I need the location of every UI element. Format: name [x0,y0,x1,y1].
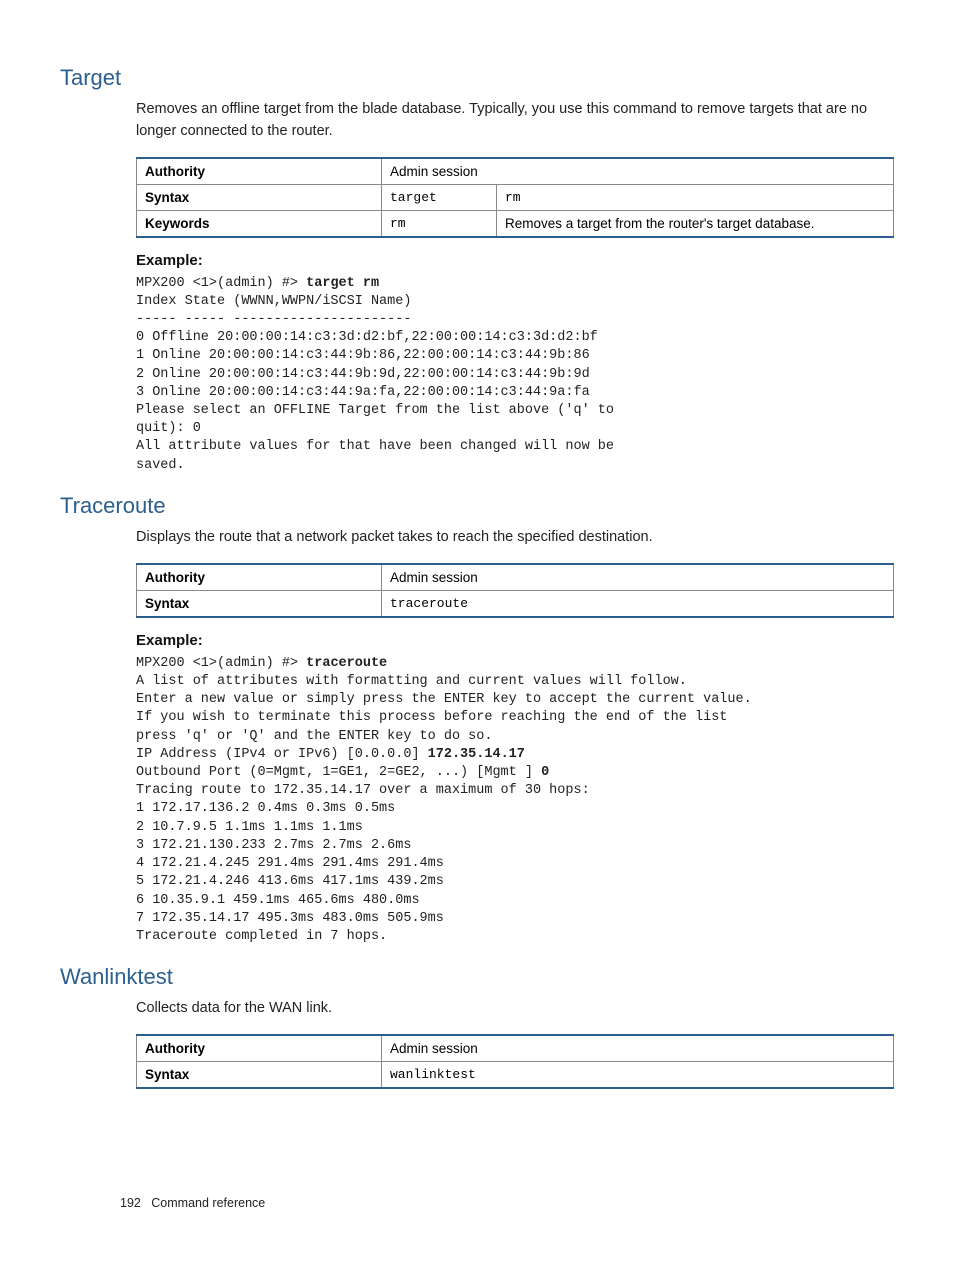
table-label-keywords: Keywords [137,210,382,237]
table-value-authority: Admin session [382,1035,894,1062]
command-table-wanlinktest: Authority Admin session Syntax wanlinkte… [136,1034,894,1089]
example-heading-traceroute: Example: [136,632,894,649]
table-label-syntax: Syntax [137,1061,382,1088]
section-description-wanlinktest: Collects data for the WAN link. [136,998,894,1020]
page-number: 192 [120,1196,141,1210]
example-command: target rm [306,276,379,291]
example-command: traceroute [306,656,387,671]
example-input-port: 0 [541,765,549,780]
page-footer: 192 Command reference [120,1196,265,1210]
section-description-target: Removes an offline target from the blade… [136,99,894,143]
example-prompt: MPX200 <1>(admin) #> [136,656,306,671]
table-value-syntax-cmd: wanlinktest [382,1061,894,1088]
table-label-authority: Authority [137,564,382,591]
table-value-syntax-cmd: traceroute [382,590,894,617]
table-value-keywords-desc: Removes a target from the router's targe… [497,210,894,237]
table-label-syntax: Syntax [137,590,382,617]
section-heading-wanlinktest: Wanlinktest [60,964,894,990]
table-value-authority: Admin session [382,564,894,591]
table-value-syntax-sub: rm [497,184,894,210]
example-block-traceroute: MPX200 <1>(admin) #> traceroute A list o… [136,655,894,947]
table-value-syntax-cmd: target [382,184,497,210]
example-heading-target: Example: [136,252,894,269]
command-table-traceroute: Authority Admin session Syntax tracerout… [136,563,894,618]
footer-section-name: Command reference [151,1196,265,1210]
section-heading-target: Target [60,65,894,91]
table-label-authority: Authority [137,158,382,185]
section-heading-traceroute: Traceroute [60,493,894,519]
table-label-authority: Authority [137,1035,382,1062]
example-output-part3: Tracing route to 172.35.14.17 over a max… [136,783,590,944]
section-description-traceroute: Displays the route that a network packet… [136,527,894,549]
table-value-authority: Admin session [382,158,894,185]
command-table-target: Authority Admin session Syntax target rm… [136,157,894,238]
example-prompt: MPX200 <1>(admin) #> [136,276,306,291]
table-value-keywords-kw: rm [382,210,497,237]
example-output-part2: Outbound Port (0=Mgmt, 1=GE1, 2=GE2, ...… [136,765,541,780]
table-label-syntax: Syntax [137,184,382,210]
example-output: Index State (WWNN,WWPN/iSCSI Name) -----… [136,294,614,473]
example-input-ip: 172.35.14.17 [428,747,525,762]
example-block-target: MPX200 <1>(admin) #> target rm Index Sta… [136,275,894,475]
